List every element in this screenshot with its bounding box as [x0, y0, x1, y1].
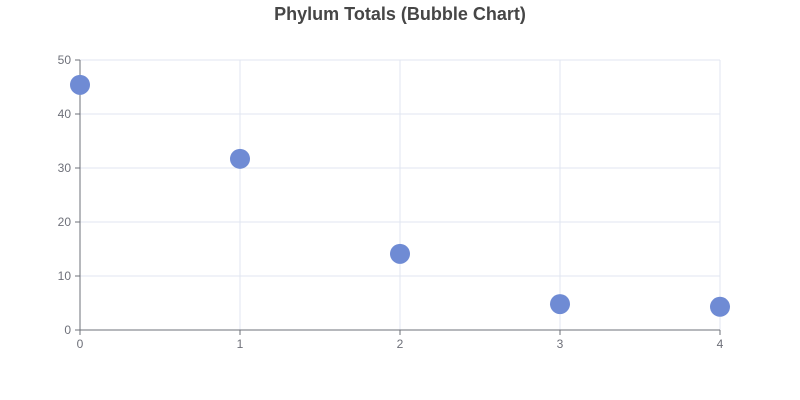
- y-tick-label: 20: [58, 215, 72, 229]
- x-tick-label: 0: [77, 337, 84, 351]
- bubble-point[interactable]: [230, 148, 250, 169]
- bubbles: [70, 74, 730, 317]
- grid-lines: [80, 59, 721, 330]
- chart-title: Phylum Totals (Bubble Chart): [274, 4, 526, 24]
- bubble-point[interactable]: [710, 296, 730, 317]
- y-tick-label: 0: [64, 323, 71, 337]
- bubble-point[interactable]: [550, 294, 570, 315]
- x-tick-label: 3: [557, 337, 564, 351]
- tick-labels: 0 10 20 30 40 50 0 1 2 3 4: [58, 53, 724, 351]
- y-tick-label: 50: [58, 53, 72, 67]
- y-tick-label: 30: [58, 161, 72, 175]
- y-tick-label: 10: [58, 269, 72, 283]
- x-tick-label: 1: [237, 337, 244, 351]
- x-tick-label: 4: [717, 337, 724, 351]
- axes: [75, 59, 721, 335]
- y-tick-label: 40: [58, 107, 72, 121]
- bubble-point[interactable]: [70, 74, 90, 95]
- x-tick-label: 2: [397, 337, 404, 351]
- bubble-point[interactable]: [390, 243, 410, 264]
